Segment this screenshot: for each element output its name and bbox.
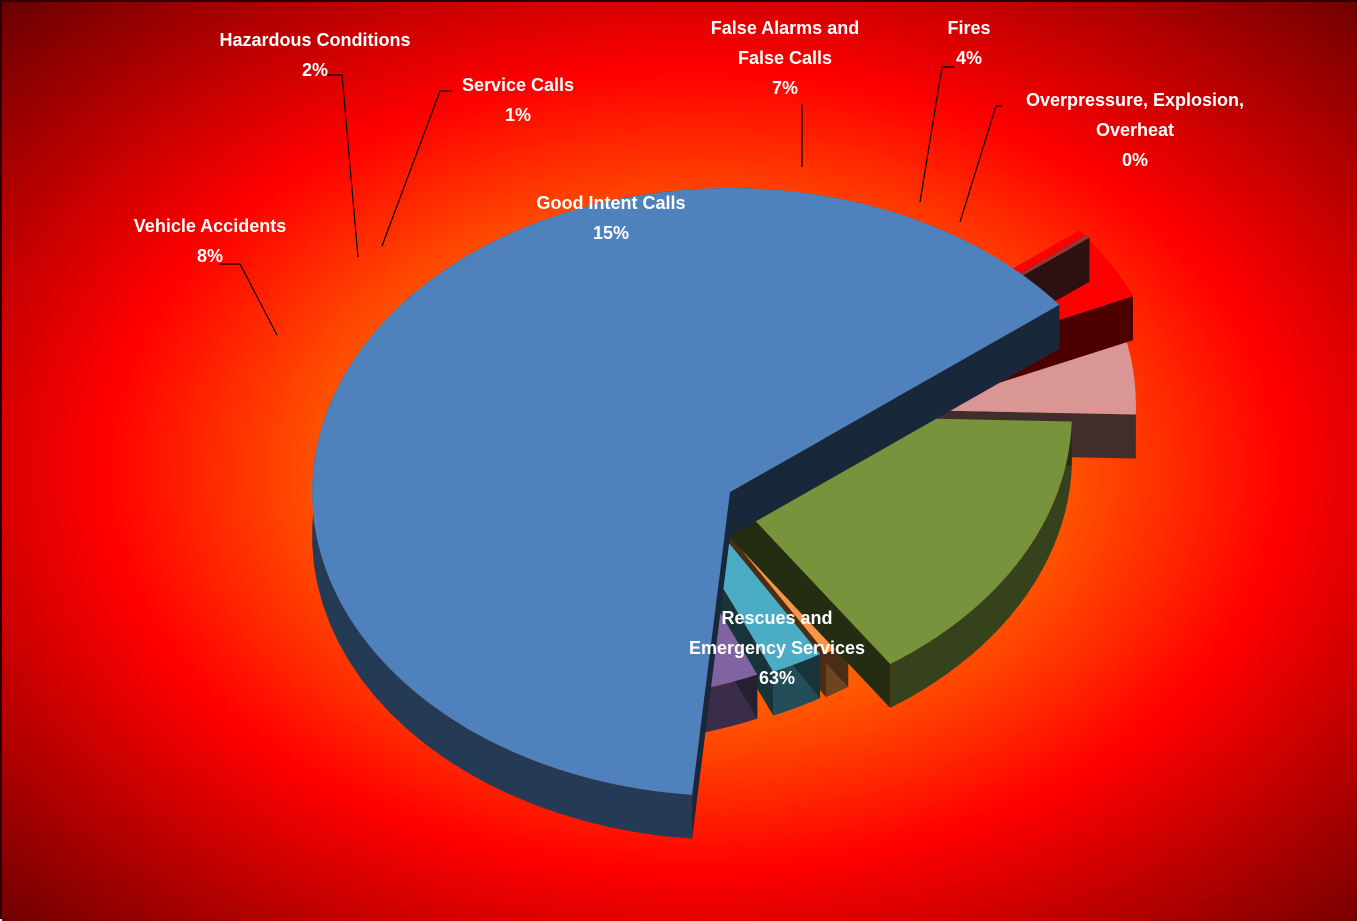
slice-percent-5: 7%: [772, 78, 798, 98]
pie-slice-0-wall-0: [730, 304, 1060, 536]
leader-line-7: [959, 105, 1002, 223]
leader-line-1: [220, 263, 278, 336]
slice-label-2: Hazardous Conditions: [219, 30, 410, 50]
slice-percent-3: 1%: [505, 105, 531, 125]
pie-slice-0: [312, 188, 1060, 839]
slice-label-5-line-1: False Alarms and: [711, 18, 859, 38]
pie-slice-4-rim: [890, 421, 1072, 708]
slice-percent-1: 8%: [197, 246, 223, 266]
slice-label-3: Service Calls: [462, 75, 574, 95]
slice-label-0-line-1: Rescues and: [721, 608, 832, 628]
pie-slice-0-wall-1: [692, 492, 730, 839]
slice-percent-0: 63%: [759, 668, 795, 688]
slice-label-4: Good Intent Calls: [536, 193, 685, 213]
slice-percent-4: 15%: [593, 223, 629, 243]
slice-percent-2: 2%: [302, 60, 328, 80]
slice-label-1: Vehicle Accidents: [134, 216, 286, 236]
slice-percent-7: 0%: [1122, 150, 1148, 170]
leader-line-6: [919, 66, 954, 203]
slice-label-5-line-2: False Calls: [738, 48, 832, 68]
pie-slice-0-top: [312, 188, 1060, 795]
leader-line-3: [381, 90, 452, 247]
slice-percent-6: 4%: [956, 48, 982, 68]
slice-label-0-line-2: Emergency Services: [689, 638, 865, 658]
slice-label-7-line-2: Overheat: [1096, 120, 1174, 140]
slice-label-7-line-1: Overpressure, Explosion,: [1026, 90, 1244, 110]
slice-label-6: Fires: [947, 18, 990, 38]
leader-line-2: [327, 74, 359, 258]
